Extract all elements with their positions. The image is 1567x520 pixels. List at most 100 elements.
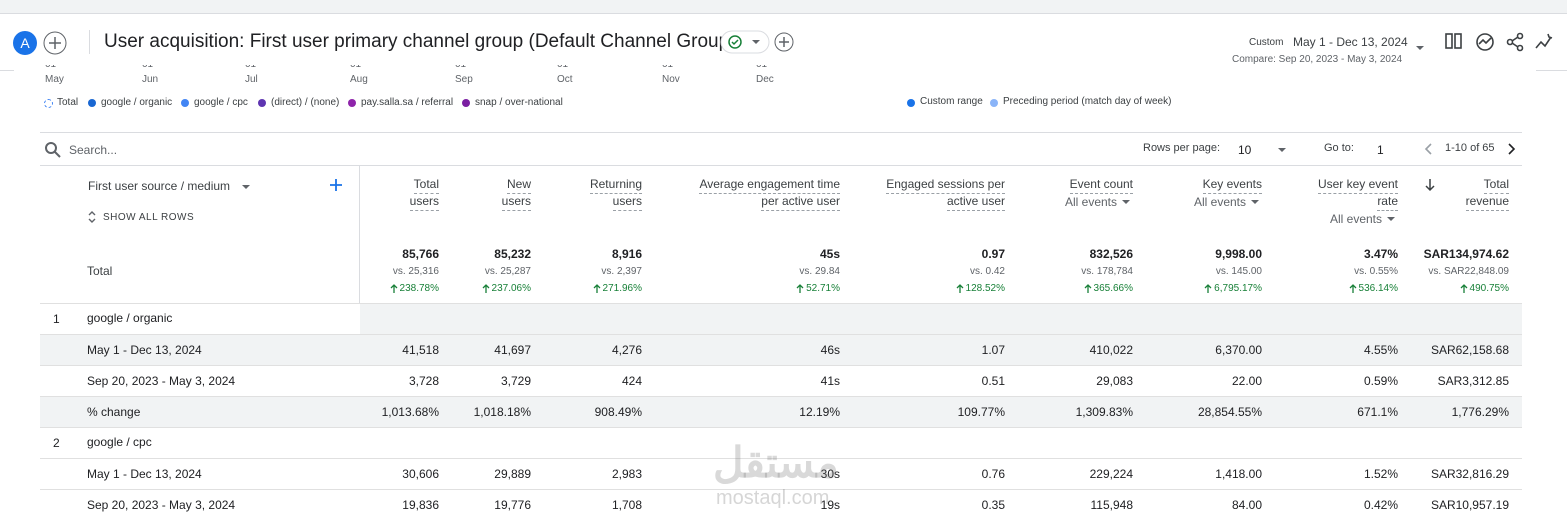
cell-value: SAR62,158.68 bbox=[1430, 343, 1509, 357]
cell-value: SAR32,816.29 bbox=[1430, 467, 1509, 481]
toolbar-icons[interactable] bbox=[1440, 30, 1560, 54]
total-change: 52.71% bbox=[806, 283, 840, 294]
cell-value: 19,836 bbox=[402, 498, 439, 512]
watermark: مستقل bbox=[713, 439, 839, 486]
cell-value: 109.77% bbox=[957, 405, 1005, 419]
axis-day: 01 bbox=[455, 65, 466, 72]
goto-input[interactable]: 1 bbox=[1377, 143, 1384, 157]
axis-day: 01 bbox=[245, 65, 256, 72]
column-header[interactable]: users bbox=[501, 193, 531, 211]
column-header[interactable]: New bbox=[506, 176, 531, 194]
pagination: 1-10 of 65 bbox=[1445, 142, 1495, 154]
column-header[interactable]: revenue bbox=[1465, 193, 1509, 211]
total-change: 237.06% bbox=[491, 283, 531, 294]
legend-dot bbox=[348, 99, 356, 107]
legend-label[interactable]: google / organic bbox=[101, 97, 173, 108]
sort-icon[interactable] bbox=[1424, 178, 1436, 192]
legend-dot bbox=[44, 99, 53, 108]
cell-value: 41s bbox=[820, 374, 840, 388]
filter-dropdown[interactable] bbox=[1121, 199, 1131, 207]
cell-value: 29,889 bbox=[494, 467, 531, 481]
cell-value: 4.55% bbox=[1363, 343, 1398, 357]
legend-dot bbox=[907, 99, 915, 107]
legend-label[interactable]: snap / over-national bbox=[475, 97, 563, 108]
add-comparison-icon[interactable] bbox=[42, 30, 68, 56]
row-dimension: google / cpc bbox=[87, 435, 152, 449]
total-change: 128.52% bbox=[965, 283, 1005, 294]
next-page[interactable] bbox=[1504, 141, 1518, 157]
column-header[interactable]: Total bbox=[413, 176, 439, 194]
column-header[interactable]: User key event bbox=[1317, 176, 1398, 194]
cell-value: 671.1% bbox=[1357, 405, 1398, 419]
avatar[interactable]: A bbox=[13, 31, 37, 55]
add-dimension[interactable] bbox=[329, 178, 343, 192]
cell-value: 424 bbox=[621, 374, 642, 388]
total-value: 45s bbox=[819, 247, 840, 261]
cell-value: 2,983 bbox=[611, 467, 642, 481]
search-input[interactable]: Search... bbox=[69, 143, 118, 157]
show-all-rows[interactable]: SHOW ALL ROWS bbox=[103, 212, 195, 223]
cell-value: 28,854.55% bbox=[1197, 405, 1262, 419]
compare-range: Compare: Sep 20, 2023 - May 3, 2024 bbox=[1232, 54, 1403, 65]
metric-filter[interactable]: All events bbox=[1064, 195, 1117, 209]
metric-filter[interactable]: All events bbox=[1329, 212, 1382, 226]
column-header[interactable]: Total bbox=[1483, 176, 1509, 194]
legend-label[interactable]: google / cpc bbox=[194, 97, 248, 108]
total-value: 0.97 bbox=[981, 247, 1005, 261]
goto-label: Go to: bbox=[1324, 142, 1354, 154]
up-arrow bbox=[593, 284, 600, 293]
cell-value: 19,776 bbox=[494, 498, 531, 512]
cell-value: SAR3,312.85 bbox=[1437, 374, 1509, 388]
rows-dropdown[interactable] bbox=[1276, 146, 1288, 154]
dimension-dropdown[interactable] bbox=[240, 183, 252, 191]
column-header[interactable]: Event count bbox=[1069, 176, 1133, 194]
legend-label[interactable]: pay.salla.sa / referral bbox=[361, 97, 454, 108]
column-header[interactable]: Average engagement time bbox=[699, 176, 840, 194]
dimension-header[interactable]: First user source / medium bbox=[88, 179, 231, 193]
expand-icon[interactable] bbox=[87, 210, 97, 224]
cell-value: 1,776.29% bbox=[1451, 405, 1509, 419]
filter-dropdown[interactable] bbox=[1250, 199, 1260, 207]
divider bbox=[40, 165, 1522, 166]
status-badge[interactable] bbox=[720, 30, 770, 54]
cell-value: 229,224 bbox=[1089, 467, 1133, 481]
axis-day: 01 bbox=[142, 65, 153, 72]
column-header[interactable]: per active user bbox=[761, 193, 840, 211]
rows-select[interactable]: 10 bbox=[1238, 143, 1252, 157]
column-header[interactable]: active user bbox=[946, 193, 1005, 211]
table-row bbox=[40, 427, 1522, 459]
date-range[interactable]: May 1 - Dec 13, 2024 bbox=[1293, 35, 1408, 49]
up-arrow bbox=[1460, 284, 1467, 293]
prev-page[interactable] bbox=[1422, 141, 1436, 157]
up-arrow bbox=[796, 284, 804, 293]
search-icon bbox=[45, 142, 61, 158]
legend-dot bbox=[88, 99, 96, 107]
total-value: 3.47% bbox=[1363, 247, 1398, 261]
column-header[interactable]: Returning bbox=[589, 176, 642, 194]
column-header[interactable]: users bbox=[409, 193, 439, 211]
cell-value: 1,418.00 bbox=[1215, 467, 1262, 481]
total-label: Total bbox=[87, 264, 113, 278]
legend-label[interactable]: Total bbox=[57, 97, 79, 108]
legend-label[interactable]: (direct) / (none) bbox=[271, 97, 340, 108]
metric-filter[interactable]: All events bbox=[1193, 195, 1246, 209]
cell-value: 84.00 bbox=[1231, 498, 1262, 512]
column-header[interactable]: Engaged sessions per bbox=[886, 176, 1005, 194]
cell-value: 4,276 bbox=[611, 343, 642, 357]
filter-dropdown[interactable] bbox=[1386, 216, 1396, 224]
column-header[interactable]: Key events bbox=[1202, 176, 1262, 194]
column-header[interactable]: users bbox=[612, 193, 642, 211]
axis-day: 01 bbox=[756, 65, 767, 72]
axis-day: 01 bbox=[557, 65, 568, 72]
axis-day: 01 bbox=[662, 65, 673, 72]
cell-value: 1,708 bbox=[611, 498, 642, 512]
row-label: Sep 20, 2023 - May 3, 2024 bbox=[87, 374, 236, 388]
add-icon[interactable] bbox=[773, 31, 795, 53]
date-dropdown[interactable] bbox=[1414, 44, 1426, 52]
cell-value: 29,083 bbox=[1096, 374, 1133, 388]
row-index: 1 bbox=[53, 312, 60, 326]
column-header[interactable]: rate bbox=[1377, 193, 1398, 211]
total-vs: vs. 2,397 bbox=[601, 266, 642, 277]
legend-label: Custom range bbox=[920, 96, 983, 107]
